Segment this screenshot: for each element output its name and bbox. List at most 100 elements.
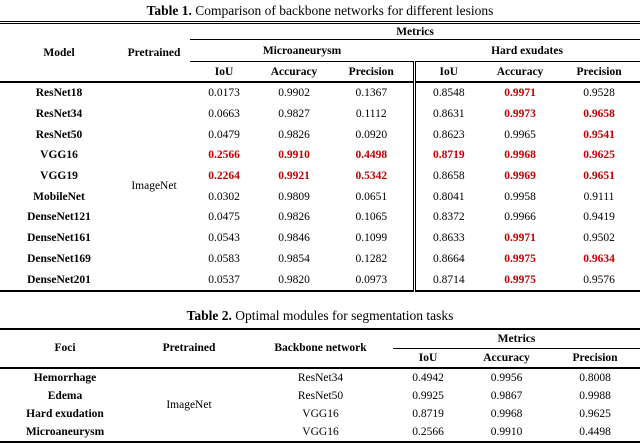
metric-cell: 0.9925	[412, 389, 444, 402]
metric-cell: 0.4942	[412, 371, 444, 384]
metric-cell: 0.9958	[504, 190, 536, 203]
table-row: ResNet50 0.0479 0.9826 0.0920 0.8623 0.9…	[0, 124, 640, 146]
table1: Model Pretrained Metrics Microaneurysm H…	[0, 21, 640, 292]
table2-header-row-1: Foci Pretrained Backbone network Metrics	[0, 328, 640, 369]
metric-cell: 0.1367	[355, 87, 388, 100]
backbone-cell: VGG16	[302, 407, 339, 420]
table-row: DenseNet201 0.0537 0.9820 0.0973 0.8714 …	[0, 269, 640, 291]
table2-header-backbone: Backbone network	[248, 328, 393, 369]
table1-header-metrics: Metrics	[190, 22, 640, 40]
metric-cell: 0.8658	[412, 165, 482, 187]
table1-caption: Table 1. Comparison of backbone networks…	[0, 0, 640, 21]
model-cell: ResNet18	[35, 87, 83, 100]
metric-cell: 0.9826	[278, 128, 310, 141]
metric-cell-best: 0.9658	[583, 108, 615, 121]
metric-cell: 0.2566	[412, 425, 444, 438]
metric-cell: 0.8623	[412, 124, 482, 146]
table-row: Edema ResNet50 0.9925 0.9867 0.9988	[0, 387, 640, 405]
model-cell: VGG16	[40, 149, 78, 162]
table2-header-pretrained: Pretrained	[130, 328, 248, 369]
metric-cell-best: 0.9971	[504, 87, 536, 100]
table-row: DenseNet161 0.0543 0.9846 0.1099 0.8633 …	[0, 227, 640, 249]
backbone-cell: ResNet34	[297, 371, 344, 384]
pretrained-cell: ImageNet	[166, 398, 212, 411]
table1-header-micro-accuracy: Accuracy	[258, 61, 330, 83]
metric-cell: 0.1065	[355, 211, 388, 224]
metric-cell: 0.0475	[208, 211, 240, 224]
metric-cell-best: 0.9634	[583, 252, 615, 265]
metric-cell-best: 0.9975	[504, 252, 536, 265]
metric-cell-best: 0.9971	[504, 232, 536, 245]
metric-cell: 0.9988	[579, 389, 611, 402]
metric-cell: 0.8714	[412, 269, 482, 291]
metric-cell-best: 0.2566	[208, 149, 240, 162]
metric-cell: 0.0583	[208, 252, 240, 265]
metric-cell-best: 0.5342	[355, 170, 388, 183]
metric-cell: 0.1282	[355, 252, 388, 265]
metric-cell: 0.9111	[583, 190, 615, 203]
metric-cell: 0.8664	[412, 248, 482, 270]
table-row: ResNet18 ImageNet 0.0173 0.9902 0.1367 0…	[0, 82, 640, 192]
table2: Foci Pretrained Backbone network Metrics…	[0, 327, 640, 443]
metric-cell: 0.9502	[583, 232, 615, 245]
table1-header-row-3: IoU Accuracy Precision IoU Accuracy Prec…	[0, 61, 640, 83]
metric-cell: 0.8372	[412, 207, 482, 228]
metric-cell: 0.9419	[583, 211, 615, 224]
metric-cell: 0.9968	[490, 407, 523, 420]
metric-cell-best: 0.9973	[504, 108, 536, 121]
metric-cell: 0.8633	[412, 227, 482, 249]
table1-caption-text: Comparison of backbone networks for diff…	[195, 3, 494, 18]
foci-cell: Microaneurysm	[25, 425, 105, 438]
model-cell: DenseNet201	[27, 273, 91, 286]
backbone-cell: VGG16	[302, 425, 339, 438]
table1-header-hard-iou: IoU	[412, 61, 482, 83]
metric-cell: 0.0651	[355, 190, 388, 203]
metric-cell: 0.9826	[278, 211, 310, 224]
table1-header-model: Model	[0, 22, 118, 83]
metric-cell-best: 0.9625	[583, 149, 615, 162]
metric-cell: 0.9902	[278, 87, 310, 100]
table-row: MobileNet 0.0302 0.9809 0.0651 0.8041 0.…	[0, 186, 640, 208]
table-row: Microaneurysm VGG16 0.2566 0.9910 0.4498	[0, 423, 640, 442]
metric-cell: 0.0543	[208, 232, 240, 245]
table-row: DenseNet121 0.0475 0.9826 0.1065 0.8372 …	[0, 207, 640, 228]
table1-header-hard-precision: Precision	[558, 61, 640, 83]
metric-cell: 0.8041	[412, 186, 482, 208]
model-cell: VGG19	[40, 170, 78, 183]
table1-header-row-1: Model Pretrained Metrics	[0, 22, 640, 83]
metric-cell: 0.9854	[278, 252, 310, 265]
table-row: DenseNet169 0.0583 0.9854 0.1282 0.8664 …	[0, 248, 640, 270]
table1-header-hard-exudates: Hard exudates	[414, 39, 640, 62]
table-row: ResNet34 0.0663 0.9827 0.1112 0.8631 0.9…	[0, 103, 640, 125]
metric-cell-best: 0.9651	[583, 170, 615, 183]
metric-cell: 0.0663	[208, 108, 240, 121]
table2-header-metrics: Metrics	[393, 328, 640, 349]
table2-header-iou: IoU	[393, 348, 463, 369]
metric-cell: 0.9965	[504, 128, 536, 141]
metric-cell: 0.0302	[208, 190, 240, 203]
table-row: Hemorrhage ImageNet ResNet34 0.4942 0.99…	[0, 368, 640, 411]
table1-header-pretrained: Pretrained	[118, 22, 190, 83]
model-cell: DenseNet161	[27, 232, 91, 245]
table2-header-accuracy: Accuracy	[463, 348, 550, 369]
table1-header-row-2: Microaneurysm Hard exudates	[0, 39, 640, 62]
table2-header-foci: Foci	[0, 328, 130, 369]
table1-header-micro-iou: IoU	[190, 61, 258, 83]
metric-cell: 0.9966	[504, 211, 536, 224]
metric-cell-best: 0.8719	[412, 145, 482, 166]
metric-cell-best: 0.9975	[504, 273, 536, 286]
table2-caption-text: Optimal modules for segmentation tasks	[235, 307, 454, 323]
metric-cell-best: 0.4498	[355, 149, 388, 162]
model-cell: DenseNet121	[27, 211, 91, 224]
metric-cell: 0.9956	[490, 371, 523, 384]
metric-cell: 0.9827	[278, 108, 310, 121]
table1-caption-label: Table 1.	[146, 3, 192, 18]
metric-cell: 0.9576	[583, 273, 615, 286]
metric-cell: 0.9910	[490, 425, 523, 438]
backbone-cell: ResNet50	[297, 389, 344, 402]
table2-header-precision: Precision	[550, 348, 640, 369]
foci-cell: Hard exudation	[26, 407, 104, 420]
metric-cell: 0.8008	[579, 371, 611, 384]
metric-cell: 0.0173	[208, 87, 240, 100]
metric-cell-best: 0.9968	[504, 149, 536, 162]
